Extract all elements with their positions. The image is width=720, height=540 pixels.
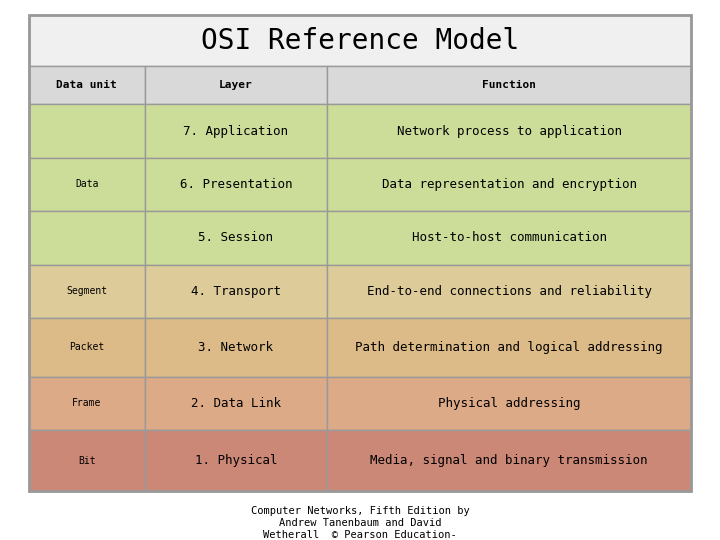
Text: Segment: Segment (66, 286, 107, 296)
Bar (327, 265, 691, 318)
Text: 2. Data Link: 2. Data Link (191, 397, 281, 410)
Bar (327, 211, 691, 265)
Text: Host-to-host communication: Host-to-host communication (412, 232, 606, 245)
Text: End-to-end connections and reliability: End-to-end connections and reliability (366, 285, 652, 298)
Text: 7. Application: 7. Application (184, 125, 288, 138)
Text: Media, signal and binary transmission: Media, signal and binary transmission (370, 454, 648, 467)
Bar (29, 104, 145, 158)
Bar (29, 318, 145, 376)
Text: 5. Session: 5. Session (198, 232, 274, 245)
Text: Network process to application: Network process to application (397, 125, 621, 138)
Bar (145, 265, 327, 318)
Bar (29, 158, 145, 211)
Bar (29, 66, 145, 104)
Text: 1. Physical: 1. Physical (194, 454, 277, 467)
Text: 4. Transport: 4. Transport (191, 285, 281, 298)
Bar (327, 158, 691, 211)
Text: 6. Presentation: 6. Presentation (179, 178, 292, 191)
Bar (145, 211, 327, 265)
Text: Computer Networks, Fifth Edition by
Andrew Tanenbaum and David
Wetherall  © Pear: Computer Networks, Fifth Edition by Andr… (251, 507, 469, 539)
Bar (327, 318, 691, 376)
Text: Path determination and logical addressing: Path determination and logical addressin… (355, 341, 663, 354)
Bar (145, 66, 327, 104)
Text: Physical addressing: Physical addressing (438, 397, 580, 410)
Bar (29, 265, 145, 318)
Bar (145, 104, 327, 158)
Bar (145, 158, 327, 211)
Bar (327, 104, 691, 158)
Bar (327, 376, 691, 430)
Text: 3. Network: 3. Network (198, 341, 274, 354)
Text: Frame: Frame (72, 399, 102, 408)
Text: OSI Reference Model: OSI Reference Model (201, 26, 519, 55)
Bar (145, 318, 327, 376)
Bar (29, 376, 145, 430)
Bar (327, 430, 691, 491)
Bar (29, 430, 145, 491)
Text: Data unit: Data unit (56, 80, 117, 90)
Text: Packet: Packet (69, 342, 104, 352)
Bar (145, 430, 327, 491)
Bar (29, 15, 691, 66)
Text: Bit: Bit (78, 456, 96, 465)
Text: Data: Data (75, 179, 99, 190)
Text: Function: Function (482, 80, 536, 90)
Bar (29, 211, 145, 265)
Bar (145, 376, 327, 430)
Text: Data representation and encryption: Data representation and encryption (382, 178, 636, 191)
Bar (327, 66, 691, 104)
Text: Layer: Layer (219, 80, 253, 90)
